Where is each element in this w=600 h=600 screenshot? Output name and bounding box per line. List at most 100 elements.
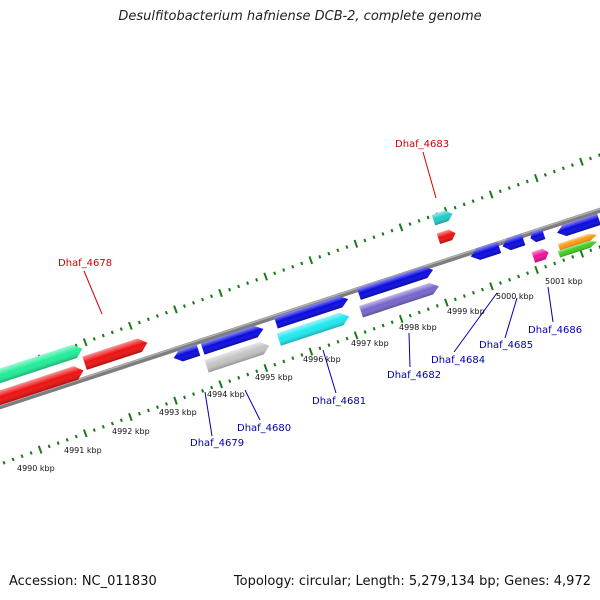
- tick-mark-reverse: [381, 323, 385, 328]
- tick-mark-forward: [237, 284, 241, 289]
- tick-mark-reverse: [237, 375, 241, 380]
- gene-label-dhaf-4680[interactable]: Dhaf_4680: [237, 423, 291, 434]
- cds-reverse[interactable]: [200, 323, 266, 355]
- tick-mark-reverse: [74, 434, 78, 439]
- tick-mark-forward: [398, 223, 404, 232]
- leader-dhaf-4680: [244, 389, 261, 421]
- cds-reverse[interactable]: [274, 293, 350, 329]
- tick-mark-reverse: [398, 314, 404, 324]
- tick-mark-reverse: [56, 441, 60, 445]
- tick-mark-forward: [210, 294, 214, 299]
- cds-reverse[interactable]: [357, 264, 435, 300]
- tick-mark-forward: [318, 255, 322, 259]
- tick-mark-forward: [201, 297, 204, 302]
- tick-mark-reverse: [2, 460, 6, 465]
- tick-mark-forward: [308, 256, 314, 265]
- tick-mark-reverse: [210, 385, 214, 390]
- tick-mark-reverse: [20, 454, 24, 459]
- gene-label-dhaf-4681[interactable]: Dhaf_4681: [312, 396, 366, 407]
- tick-mark-reverse: [263, 363, 269, 373]
- tick-mark-reverse: [444, 298, 449, 307]
- tick-mark-forward: [345, 245, 349, 249]
- tick-mark-forward: [507, 186, 511, 190]
- gene-label-dhaf-4679[interactable]: Dhaf_4679: [190, 438, 244, 449]
- tick-mark-forward: [263, 272, 268, 281]
- tick-mark-forward: [353, 239, 359, 248]
- tick-mark-forward: [471, 199, 475, 203]
- tick-mark-reverse: [517, 274, 521, 279]
- kbp-label: 4997 kbp: [351, 339, 389, 348]
- cds-dhaf-4686[interactable]: [531, 247, 551, 263]
- tick-mark-reverse: [489, 282, 494, 291]
- kbp-label: 5001 kbp: [545, 277, 583, 286]
- cds-dhaf-4681[interactable]: [276, 310, 351, 346]
- tick-mark-forward: [282, 268, 286, 272]
- kbp-label: 4994 kbp: [207, 390, 245, 399]
- tick-mark-reverse: [571, 255, 575, 259]
- tick-mark-reverse: [183, 395, 187, 400]
- tick-mark-forward: [570, 163, 574, 167]
- tick-mark-forward: [372, 235, 376, 240]
- tick-mark-reverse: [37, 445, 43, 454]
- gene-label-dhaf-4682[interactable]: Dhaf_4682: [387, 370, 441, 381]
- tick-mark-reverse: [408, 313, 412, 318]
- tick-mark-reverse: [218, 380, 223, 389]
- cds-dhaf-4685[interactable]: [501, 233, 526, 252]
- gene-label-dhaf-4685[interactable]: Dhaf_4685: [479, 340, 533, 351]
- tick-mark-reverse: [119, 418, 123, 423]
- tick-mark-reverse: [92, 428, 96, 432]
- tick-mark-reverse: [246, 372, 250, 377]
- cds-dhaf-4682[interactable]: [359, 281, 441, 318]
- tick-mark-forward: [101, 333, 105, 338]
- cds-reverse-small[interactable]: [529, 228, 546, 244]
- tick-mark-reverse: [155, 405, 159, 410]
- label-leaders: [83, 151, 554, 437]
- cds-dhaf-4678[interactable]: [82, 336, 149, 370]
- cds-dhaf-4680[interactable]: [204, 340, 272, 373]
- tick-mark-reverse: [417, 310, 421, 315]
- cds-dhaf-4683-fwd[interactable]: [436, 228, 458, 245]
- cds-orange[interactable]: [557, 231, 598, 251]
- tick-mark-reverse: [462, 294, 466, 298]
- cds-dhaf-4683[interactable]: [431, 209, 454, 226]
- kbp-label: 4990 kbp: [17, 464, 55, 473]
- tick-mark-forward: [588, 156, 592, 161]
- gene-label-dhaf-4678[interactable]: Dhaf_4678: [58, 258, 112, 269]
- tick-mark-forward: [363, 238, 367, 243]
- gene-label-dhaf-4683[interactable]: Dhaf_4683: [395, 139, 449, 150]
- tick-mark-forward: [300, 261, 304, 266]
- gene-label-dhaf-4684[interactable]: Dhaf_4684: [431, 355, 485, 366]
- kbp-labels: 4990 kbp 4991 kbp 4992 kbp 4993 kbp 4994…: [17, 277, 583, 473]
- tick-mark-forward: [164, 310, 168, 315]
- tick-mark-forward: [453, 205, 457, 210]
- tick-mark-reverse: [544, 264, 548, 269]
- tick-mark-reverse: [65, 438, 69, 442]
- tick-mark-forward: [543, 173, 547, 177]
- tick-mark-forward: [488, 190, 494, 199]
- tick-mark-forward: [498, 189, 502, 194]
- cds-reverse[interactable]: [555, 213, 600, 238]
- tick-marks: [2, 153, 600, 465]
- gene-label-dhaf-4686[interactable]: Dhaf_4686: [528, 325, 582, 336]
- cds-dhaf-4679[interactable]: [172, 344, 201, 363]
- tick-mark-reverse: [353, 331, 359, 340]
- tick-mark-reverse: [300, 353, 304, 357]
- map-title: Desulfitobacterium hafniense DCB-2, comp…: [118, 9, 482, 24]
- tick-mark-reverse: [308, 347, 314, 356]
- leader-dhaf-4684: [453, 292, 498, 353]
- tick-mark-forward: [182, 304, 186, 308]
- kbp-label: 4995 kbp: [255, 373, 293, 382]
- tick-mark-forward: [480, 195, 484, 200]
- cds-dhaf-4684[interactable]: [469, 241, 502, 263]
- tick-mark-forward: [390, 228, 394, 233]
- cds-forward[interactable]: [0, 364, 86, 409]
- genome-backbone: [0, 207, 600, 410]
- tick-mark-reverse: [201, 389, 205, 393]
- tick-mark-reverse: [255, 369, 259, 374]
- tick-mark-forward: [255, 278, 259, 282]
- tick-mark-forward: [246, 281, 250, 285]
- cds-lime[interactable]: [557, 238, 598, 258]
- cds-forward[interactable]: [0, 342, 84, 390]
- tick-mark-reverse: [499, 281, 502, 285]
- tick-mark-forward: [137, 320, 141, 325]
